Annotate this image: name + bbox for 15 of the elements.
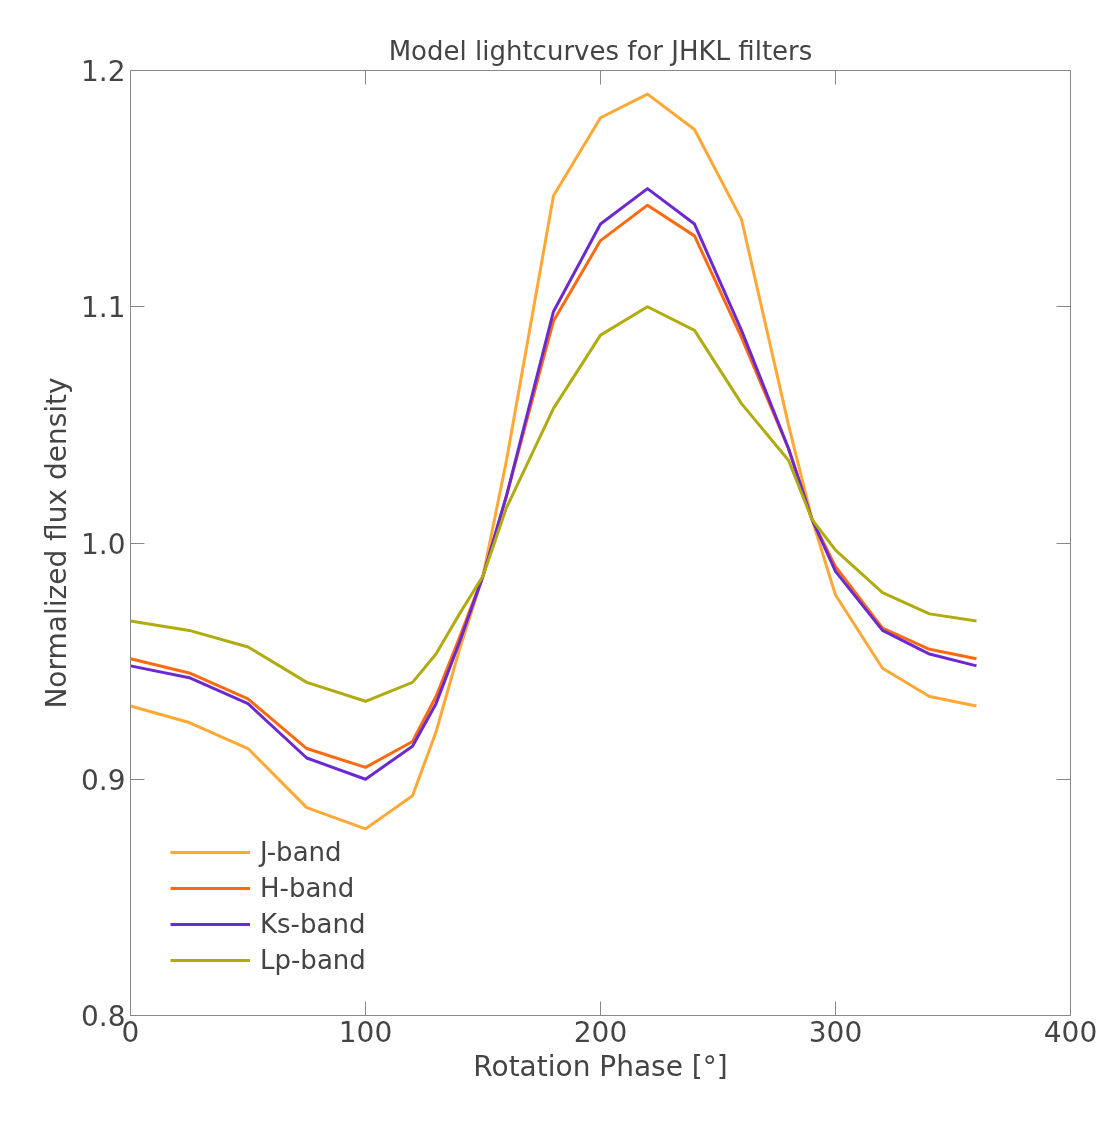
x-tick-label: 200 xyxy=(573,1015,628,1049)
y-tick-label: 1.1 xyxy=(80,291,126,325)
y-tick-label: 0.9 xyxy=(80,763,126,797)
y-axis-title: Normalized flux density xyxy=(39,377,73,709)
x-tick-label: 300 xyxy=(808,1015,863,1049)
legend-label: H-band xyxy=(260,873,355,903)
x-axis-title: Rotation Phase [°] xyxy=(473,1049,728,1083)
x-tick-label: 100 xyxy=(338,1015,393,1049)
y-tick-label: 1.2 xyxy=(80,55,126,88)
y-tick-label: 1.0 xyxy=(80,527,126,561)
legend-label: Ks-band xyxy=(260,909,366,939)
x-tick-label: 400 xyxy=(1043,1015,1098,1049)
legend-label: J-band xyxy=(260,837,342,867)
legend-label: Lp-band xyxy=(260,945,366,975)
chart-title: Model lightcurves for JHKL filters xyxy=(388,35,813,66)
